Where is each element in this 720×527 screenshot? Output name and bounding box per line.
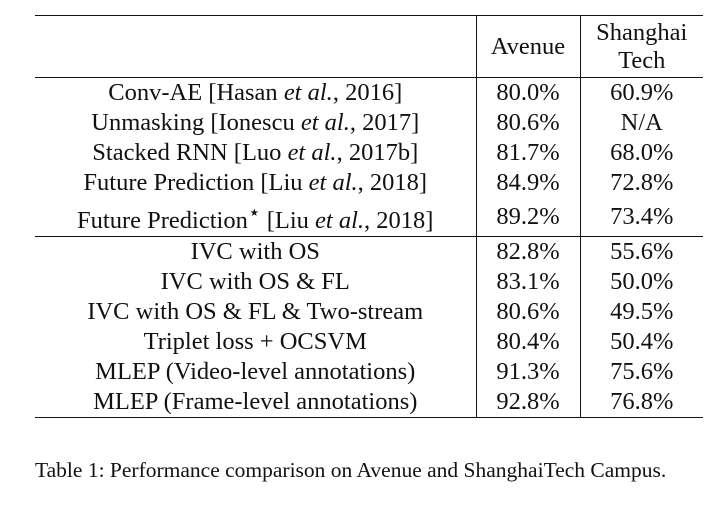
method-cell: Stacked RNN [Luo et al., 2017b] [35,138,477,168]
avenue-score: 84.9% [476,168,581,198]
avenue-score: 80.6% [476,108,581,138]
method-cell: Future Prediction [Liu et al., 2018] [35,168,477,198]
method-cell: Future Prediction⋆ [Liu et al., 2018] [35,198,477,237]
avenue-score: 80.6% [476,297,581,328]
method-cell: IVC with OS & FL [35,267,477,298]
header-row: Avenue Shanghai Tech [35,15,703,78]
table-row: Future Prediction⋆ [Liu et al., 2018] 89… [35,198,703,237]
table-row: Unmasking [Ionescu et al., 2017] 80.6% N… [35,108,703,138]
shanghaitech-score: 76.8% [580,387,703,419]
shanghaitech-score: 50.4% [610,328,674,356]
shanghaitech-score: 73.4% [610,203,674,231]
method-cell: Conv-AE [Hasan et al., 2016] [35,77,477,108]
header-shanghaitech-line1: Shanghai [596,18,688,46]
table-row: Conv-AE [Hasan et al., 2016] 80.0% 60.9% [35,77,703,108]
method-cell: MLEP (Video-level annotations) [35,357,477,388]
shanghaitech-score: 49.5% [610,298,674,326]
header-method [35,15,477,78]
table-row: MLEP (Frame-level annotations) 92.8% 76.… [35,387,703,419]
avenue-score: 92.8% [476,387,581,419]
shanghaitech-score: 55.6% [580,236,703,268]
method-cell: IVC with OS [35,236,477,268]
avenue-score: 89.2% [476,198,581,237]
star-marker: ⋆ [247,202,261,224]
header-shanghaitech: Shanghai Tech [580,15,703,78]
header-shanghaitech-line2: Tech [618,46,666,74]
table-row: MLEP (Video-level annotations) 91.3% 75.… [35,357,703,388]
table-row: IVC with OS & FL 83.1% 50.0% [35,267,703,298]
method-cell: Unmasking [Ionescu et al., 2017] [35,108,477,138]
avenue-score: 83.1% [476,267,581,298]
avenue-score: 80.0% [476,77,581,108]
header-avenue: Avenue [476,15,581,78]
table-row: IVC with OS & FL & Two-stream 80.6% 49.5… [35,297,703,328]
shanghaitech-score: 68.0% [610,139,674,166]
avenue-score: 81.7% [476,138,581,168]
avenue-score: 91.3% [476,357,581,388]
method-cell: Triplet loss + OCSVM [35,327,477,358]
table-row: IVC with OS 82.8% 55.6% [35,236,703,268]
avenue-score: 80.4% [476,327,581,358]
results-table: Avenue Shanghai Tech Conv-AE [Hasan et a… [35,15,703,419]
table-caption: Table 1: Performance comparison on Avenu… [35,458,667,482]
shanghaitech-score: 50.0% [610,268,674,296]
table-row: Stacked RNN [Luo et al., 2017b] 81.7% 68… [35,138,703,168]
shanghaitech-score: 60.9% [580,77,703,108]
shanghaitech-score: 72.8% [610,169,674,196]
method-cell: MLEP (Frame-level annotations) [35,387,477,419]
table-row: Triplet loss + OCSVM 80.4% 50.4% [35,327,703,358]
avenue-score: 82.8% [476,236,581,268]
shanghaitech-score: N/A [620,109,663,136]
shanghaitech-score: 75.6% [610,358,674,386]
method-cell: IVC with OS & FL & Two-stream [35,297,477,328]
table-row: Future Prediction [Liu et al., 2018] 84.… [35,168,703,198]
